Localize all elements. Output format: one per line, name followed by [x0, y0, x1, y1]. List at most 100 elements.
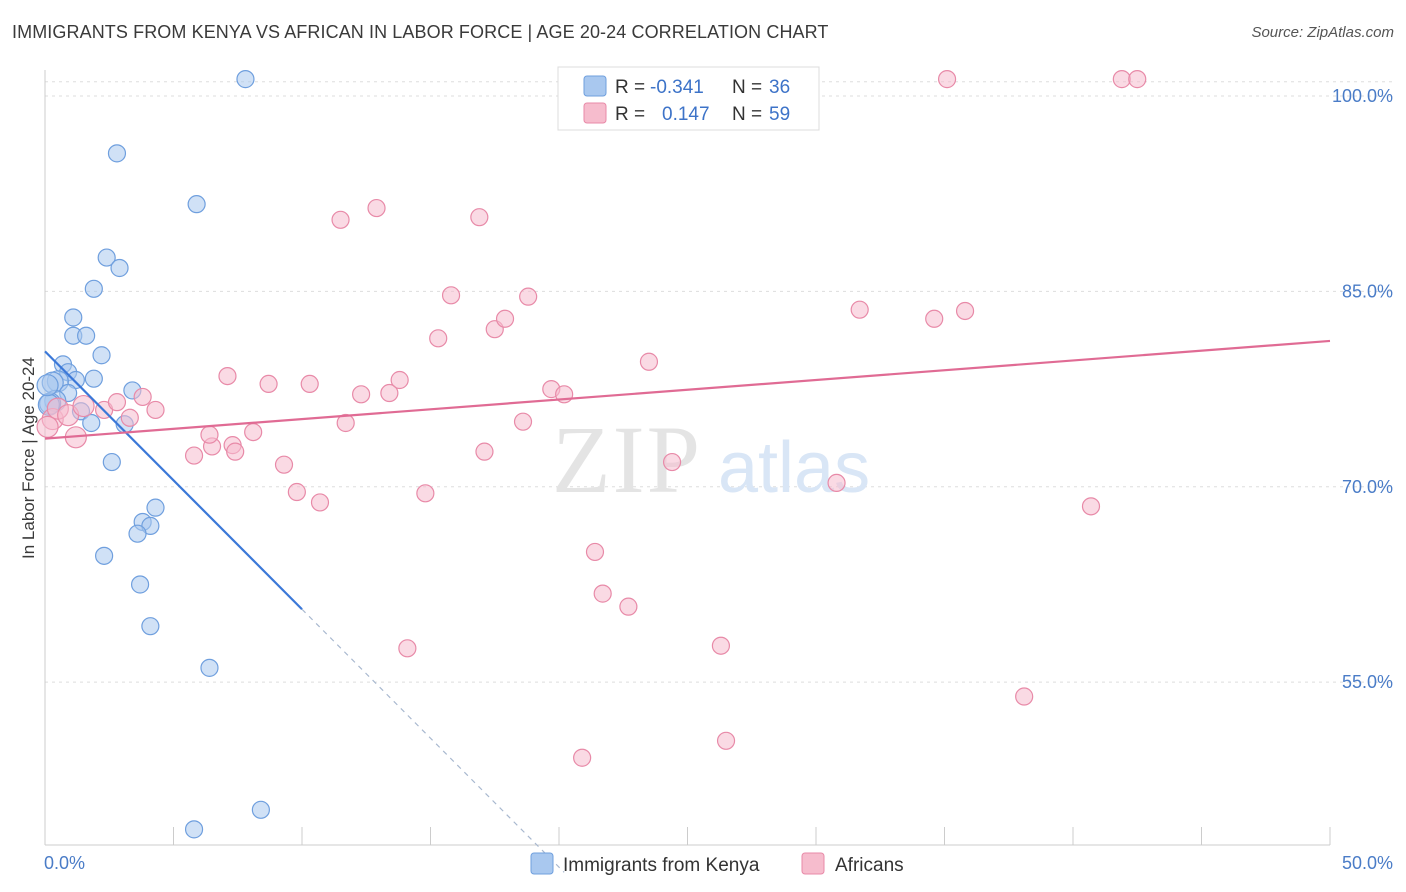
trend-lines	[44, 339, 1331, 873]
y-tick-label: 70.0%	[1342, 477, 1393, 497]
point-africans	[593, 584, 612, 603]
point-kenya	[110, 258, 129, 278]
point-kenya	[84, 369, 103, 388]
point-africans	[1081, 497, 1101, 516]
point-africans	[133, 387, 152, 407]
y-tick-label: 55.0%	[1342, 672, 1393, 692]
point-africans	[274, 455, 294, 474]
point-africans	[380, 383, 399, 403]
point-africans	[259, 374, 278, 394]
point-kenya	[36, 374, 59, 397]
y-axis-label: In Labor Force | Age 20-24	[19, 357, 38, 559]
legend-r-label-1: R =	[615, 77, 645, 98]
point-africans	[200, 425, 219, 444]
point-kenya	[95, 546, 114, 565]
point-africans	[711, 636, 731, 655]
point-africans	[925, 309, 944, 328]
x-tick-label: 0.0%	[44, 853, 85, 873]
x-tick-labels: 0.0% 50.0%	[44, 853, 1393, 873]
y-tick-label: 85.0%	[1342, 281, 1393, 301]
point-africans	[310, 493, 330, 512]
point-africans	[662, 452, 682, 472]
point-africans	[352, 385, 371, 404]
point-kenya	[141, 617, 160, 636]
axes	[44, 70, 1331, 846]
point-africans	[72, 394, 95, 418]
point-africans	[519, 287, 538, 306]
bottom-legend-label-africans: Africans	[835, 855, 904, 876]
point-africans	[639, 352, 659, 371]
point-africans	[146, 400, 165, 420]
legend-r-label-2: R =	[615, 104, 645, 125]
point-africans	[429, 329, 448, 348]
chart-title: IMMIGRANTS FROM KENYA VS AFRICAN IN LABO…	[12, 22, 829, 42]
bottom-legend-swatch-kenya	[530, 852, 554, 875]
bottom-legend-swatch-africans	[801, 852, 825, 875]
point-africans	[184, 446, 204, 465]
point-africans	[287, 482, 306, 502]
point-kenya	[236, 70, 255, 89]
point-africans	[218, 366, 237, 386]
point-africans	[585, 542, 605, 562]
point-africans	[1112, 70, 1131, 89]
chart-source: Source: ZipAtlas.com	[1251, 24, 1394, 41]
point-africans	[475, 442, 494, 461]
point-africans	[955, 301, 975, 321]
legend-n-value-1: 36	[769, 77, 790, 98]
point-kenya	[187, 195, 206, 214]
point-africans	[107, 393, 127, 412]
correlation-legend: R = -0.341 N = 36 R = 0.147 N = 59	[557, 66, 820, 131]
watermark: ZIP atlas	[552, 406, 870, 513]
point-kenya	[107, 144, 127, 163]
point-africans	[827, 473, 846, 492]
trend-line-africans	[44, 339, 1331, 440]
point-africans	[513, 412, 533, 431]
grid-lines	[45, 81, 1393, 683]
point-kenya	[130, 575, 150, 594]
point-kenya	[77, 326, 96, 345]
point-kenya	[84, 279, 103, 298]
point-kenya	[102, 452, 121, 472]
bottom-legend-label-kenya: Immigrants from Kenya	[563, 855, 760, 876]
point-kenya	[92, 346, 111, 365]
point-kenya	[146, 498, 165, 517]
legend-swatch-africans	[583, 102, 607, 124]
y-tick-label: 100.0%	[1332, 86, 1393, 106]
point-africans	[573, 748, 592, 767]
point-africans	[495, 309, 515, 328]
point-kenya	[97, 248, 116, 267]
point-africans	[619, 597, 638, 616]
legend-n-label-1: N =	[732, 77, 762, 98]
point-africans	[331, 210, 350, 229]
point-africans	[336, 413, 355, 433]
point-africans	[120, 408, 139, 427]
point-africans	[1015, 687, 1034, 706]
point-africans	[470, 208, 489, 227]
point-kenya	[184, 820, 204, 839]
point-africans	[367, 198, 386, 218]
point-africans	[36, 415, 59, 438]
point-africans	[850, 300, 869, 319]
point-africans	[441, 286, 461, 305]
x-tick-label: 50.0%	[1342, 853, 1393, 873]
point-kenya	[200, 658, 219, 677]
legend-r-value-2: 0.147	[662, 104, 710, 125]
point-africans	[398, 639, 417, 658]
trend-line-kenya-extension	[301, 608, 565, 873]
point-africans	[1128, 70, 1147, 89]
y-tick-labels: 55.0% 70.0% 85.0% 100.0%	[1332, 86, 1393, 692]
point-africans	[937, 70, 957, 89]
point-africans	[300, 374, 319, 394]
watermark-atlas: atlas	[718, 428, 870, 508]
series-legend: Immigrants from Kenya Africans	[530, 852, 904, 876]
point-kenya	[82, 413, 101, 433]
data-points	[36, 68, 1147, 839]
point-kenya	[64, 308, 83, 327]
trend-line-kenya	[44, 350, 303, 611]
legend-swatch-kenya	[583, 75, 607, 97]
point-africans	[416, 484, 435, 503]
legend-r-value-1: -0.341	[650, 77, 704, 98]
legend-n-value-2: 59	[769, 104, 790, 125]
point-africans	[716, 731, 736, 750]
